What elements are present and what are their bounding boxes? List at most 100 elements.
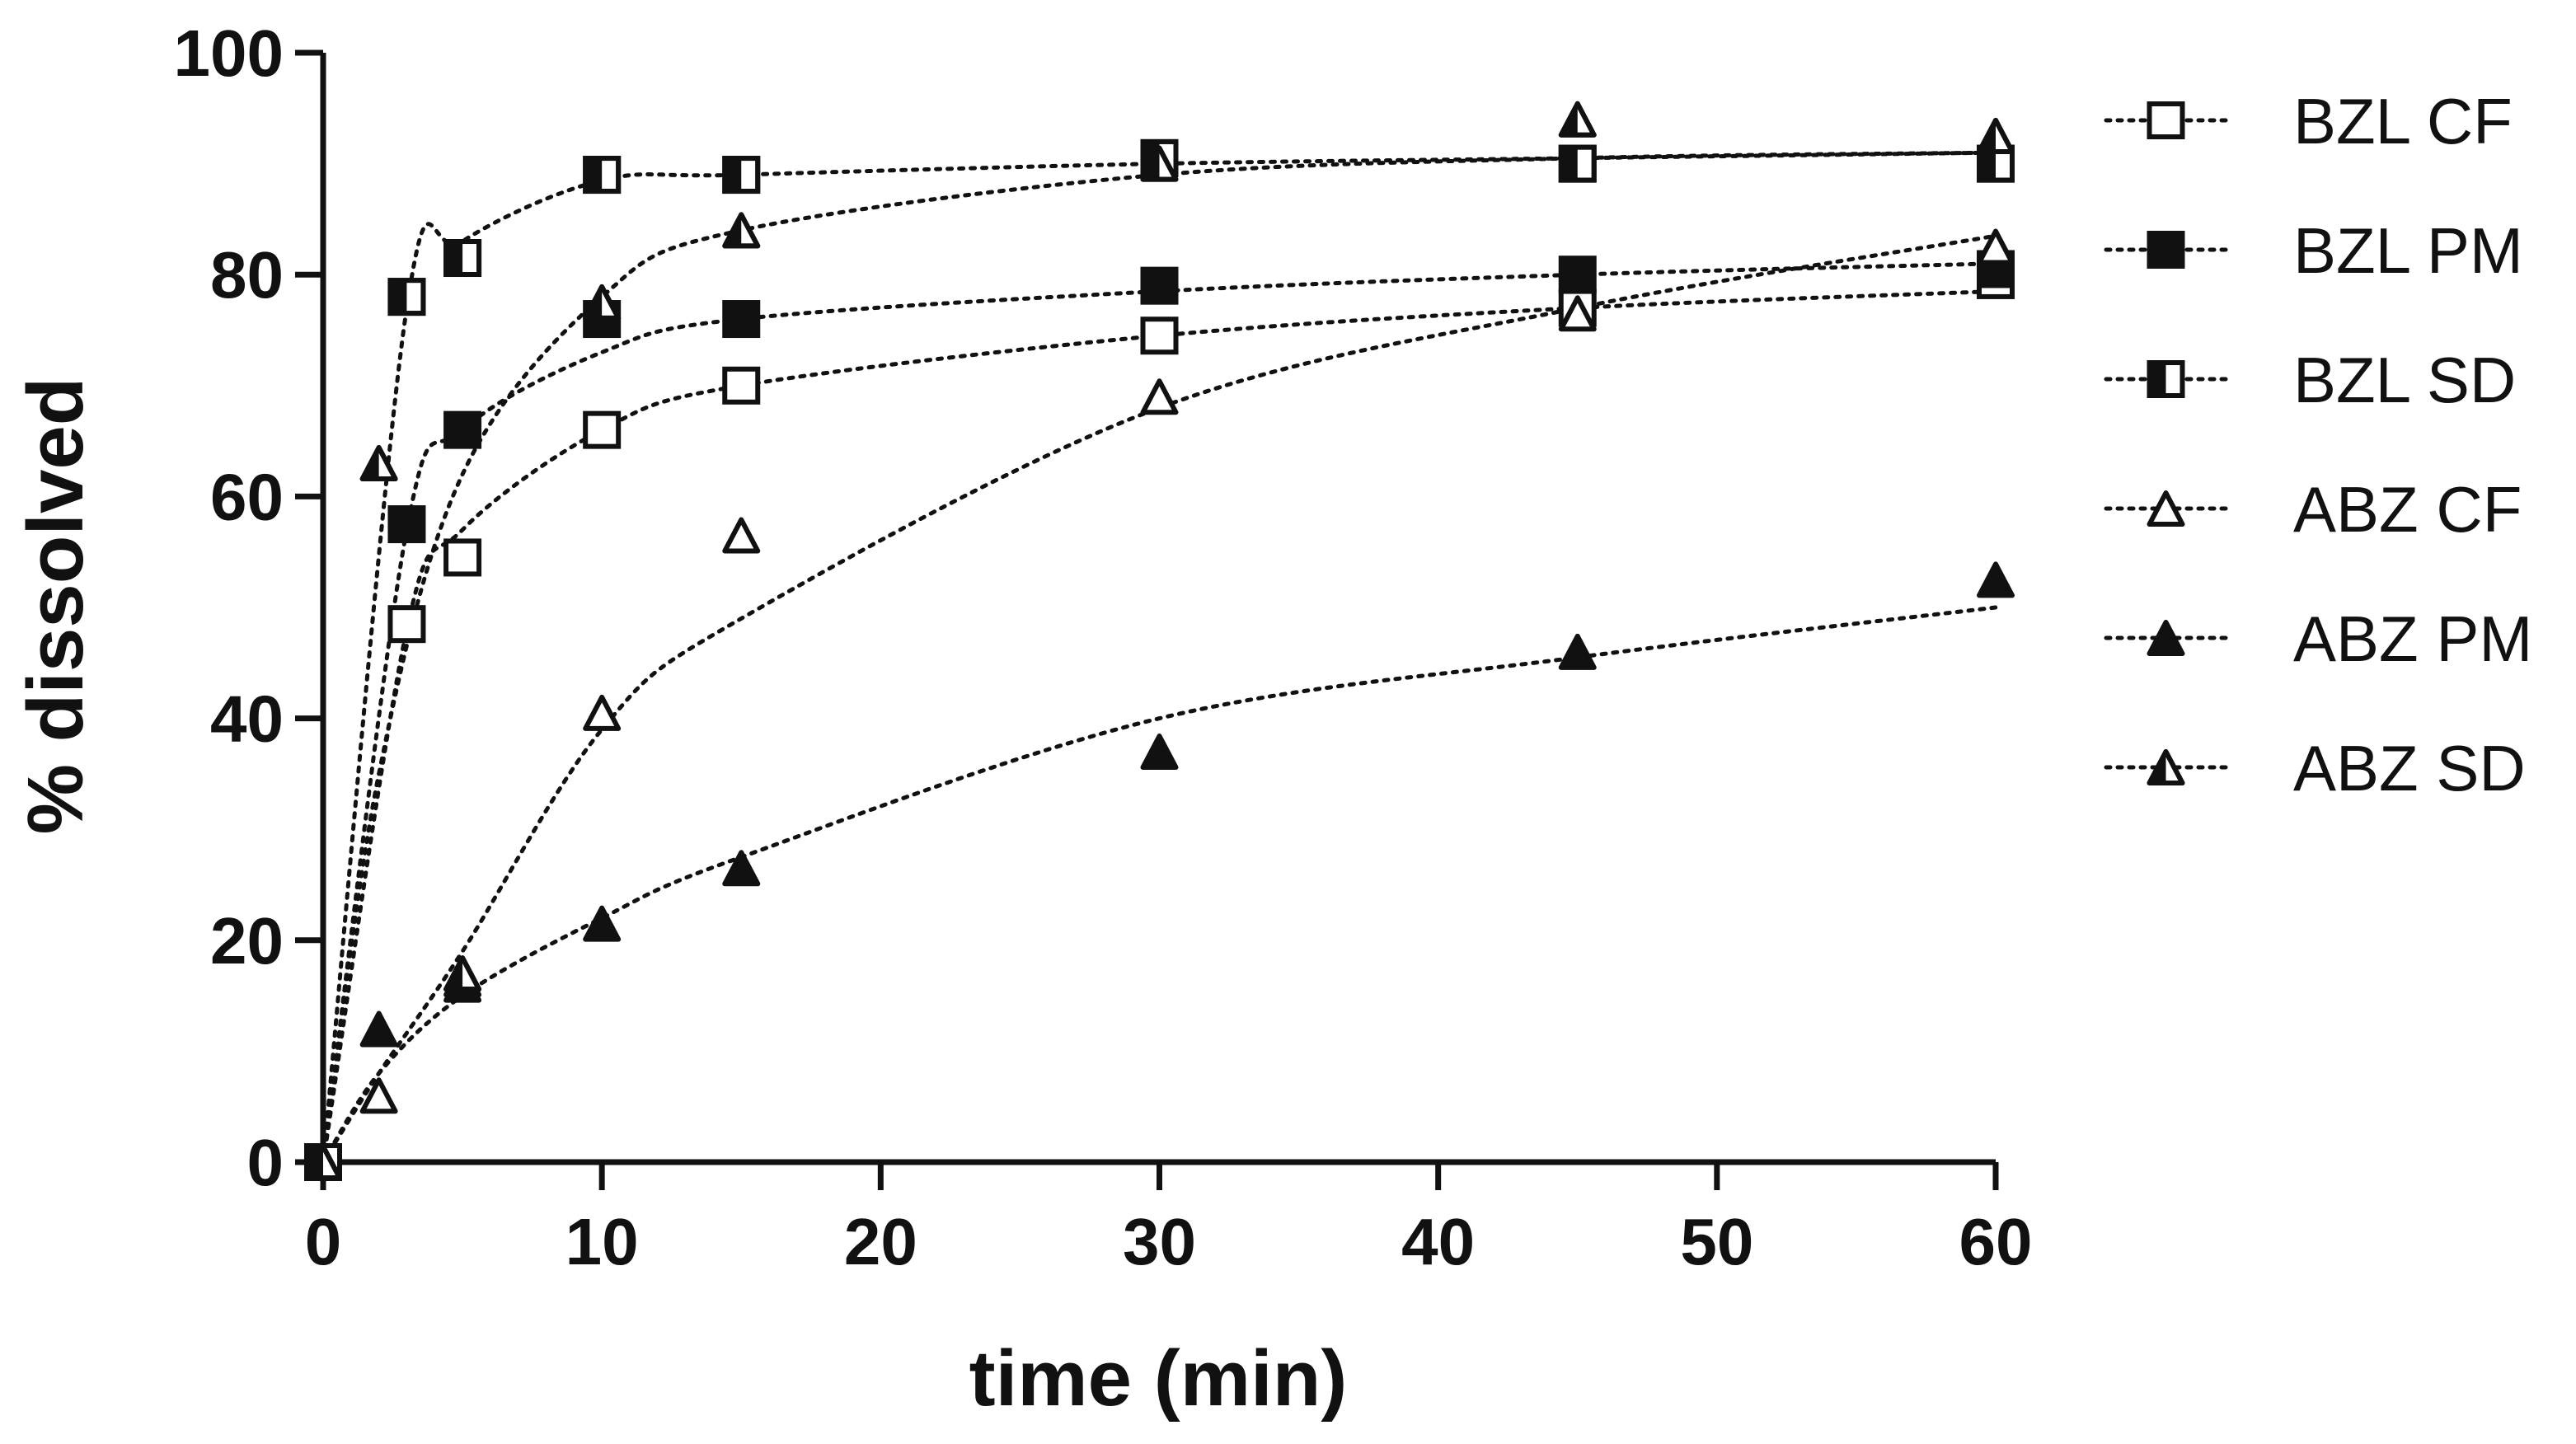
legend-label: BZL SD — [2293, 344, 2516, 416]
legend-marker — [2147, 749, 2185, 785]
marker-outline — [583, 156, 622, 195]
marker-half-fill — [446, 241, 463, 275]
data-point-abz-cf — [1558, 295, 1597, 332]
marker-outline — [443, 955, 482, 992]
marker-shape — [387, 505, 426, 544]
marker-shape — [583, 694, 622, 731]
legend-item-bzl-sd: BZL SD — [2104, 344, 2516, 416]
x-axis-title: time (min) — [969, 1334, 1348, 1423]
marker-shape — [1558, 256, 1597, 294]
marker-outline — [2147, 360, 2185, 398]
marker-half-fill — [725, 158, 742, 192]
marker-shape — [722, 300, 761, 339]
x-tick-label: 20 — [844, 1205, 917, 1278]
marker-shape — [722, 366, 761, 405]
data-point-abz-sd — [1140, 145, 1179, 182]
marker-shape — [1140, 266, 1179, 305]
data-point-bzl-cf — [387, 605, 426, 644]
data-point-abz-pm — [1977, 561, 2015, 598]
data-point-bzl-pm — [387, 505, 426, 544]
data-point-abz-pm — [1140, 733, 1179, 770]
fit-line-abz-cf — [321, 233, 1998, 1165]
marker-half-fill — [1979, 147, 1996, 180]
y-tick-label: 40 — [210, 682, 284, 756]
marker-half-fill — [585, 158, 603, 192]
data-point-bzl-sd — [387, 278, 426, 316]
marker-shape — [1977, 561, 2015, 598]
legend-item-abz-cf: ABZ CF — [2104, 473, 2522, 546]
data-point-bzl-sd — [1558, 144, 1597, 183]
legend-marker — [2147, 490, 2185, 527]
data-point-abz-sd — [583, 284, 622, 321]
data-point-abz-cf — [583, 694, 622, 731]
y-tick-label: 0 — [247, 1126, 284, 1199]
legend-item-bzl-pm: BZL PM — [2104, 214, 2523, 287]
marker-outline — [583, 284, 622, 321]
data-point-abz-pm — [722, 850, 761, 887]
marker-outline — [1140, 145, 1179, 182]
data-point-abz-sd — [304, 1144, 342, 1180]
plot-layer: 0 20 40 60 80 100 0 10 20 30 40 50 60 — [174, 16, 2033, 1278]
data-point-bzl-sd — [583, 156, 622, 195]
y-tick-label: 20 — [210, 904, 284, 978]
legend-label: ABZ CF — [2293, 473, 2522, 546]
marker-shape — [583, 905, 622, 942]
data-point-bzl-pm — [722, 300, 761, 339]
data-point-abz-sd — [443, 955, 482, 992]
marker-shape — [2147, 490, 2185, 527]
marker-shape — [1140, 733, 1179, 770]
data-point-bzl-cf — [443, 538, 482, 577]
marker-outline — [359, 445, 398, 482]
marker-shape — [722, 517, 761, 554]
fit-line-bzl-cf — [321, 288, 1998, 1165]
marker-shape — [443, 410, 482, 449]
data-point-bzl-pm — [1558, 256, 1597, 294]
x-tick-label: 60 — [1959, 1205, 2033, 1278]
marker-shape — [2147, 101, 2185, 139]
marker-shape — [443, 538, 482, 577]
data-point-abz-sd — [722, 212, 761, 249]
legend-item-bzl-cf: BZL CF — [2104, 85, 2513, 157]
marker-shape — [722, 850, 761, 887]
legend-marker — [2147, 101, 2185, 139]
legend-item-abz-pm: ABZ PM — [2104, 602, 2532, 675]
data-point-bzl-cf — [722, 366, 761, 405]
marker-outline — [304, 1144, 342, 1180]
x-tick-label: 40 — [1401, 1205, 1475, 1278]
marker-outline — [387, 278, 426, 316]
legend-label: BZL PM — [2293, 214, 2523, 287]
legend-marker — [2147, 231, 2185, 269]
data-point-abz-cf — [1140, 378, 1179, 415]
marker-outline — [722, 212, 761, 249]
y-tick-label: 60 — [210, 460, 284, 533]
fit-line-abz-pm — [321, 605, 1998, 1165]
legend-item-abz-sd: ABZ SD — [2104, 732, 2526, 804]
marker-shape — [359, 1010, 398, 1048]
marker-shape — [1977, 228, 2015, 265]
marker-shape — [1558, 295, 1597, 332]
legend: BZL CF BZL PM BZL SD ABZ CF ABZ PM ABZ SD — [2104, 85, 2532, 804]
marker-shape — [583, 410, 622, 449]
marker-outline — [722, 156, 761, 195]
marker-outline — [2147, 749, 2185, 785]
marker-half-fill — [390, 280, 407, 314]
data-point-abz-sd — [1558, 101, 1597, 138]
data-point-abz-cf — [359, 1077, 398, 1114]
marker-shape — [359, 1077, 398, 1114]
legend-label: ABZ SD — [2293, 732, 2526, 804]
data-point-abz-cf — [1977, 228, 2015, 265]
marker-half-fill — [2149, 363, 2166, 396]
data-point-abz-sd — [1977, 117, 2015, 154]
y-tick-label: 80 — [210, 238, 284, 312]
data-point-bzl-cf — [1140, 316, 1179, 355]
data-point-bzl-cf — [583, 410, 622, 449]
marker-shape — [1140, 316, 1179, 355]
marker-outline — [443, 239, 482, 278]
x-tick-label: 0 — [305, 1205, 342, 1278]
data-point-bzl-pm — [443, 410, 482, 449]
x-tick-label: 50 — [1680, 1205, 1753, 1278]
data-point-bzl-sd — [443, 239, 482, 278]
data-point-abz-cf — [722, 517, 761, 554]
marker-half-fill — [1560, 147, 1578, 180]
